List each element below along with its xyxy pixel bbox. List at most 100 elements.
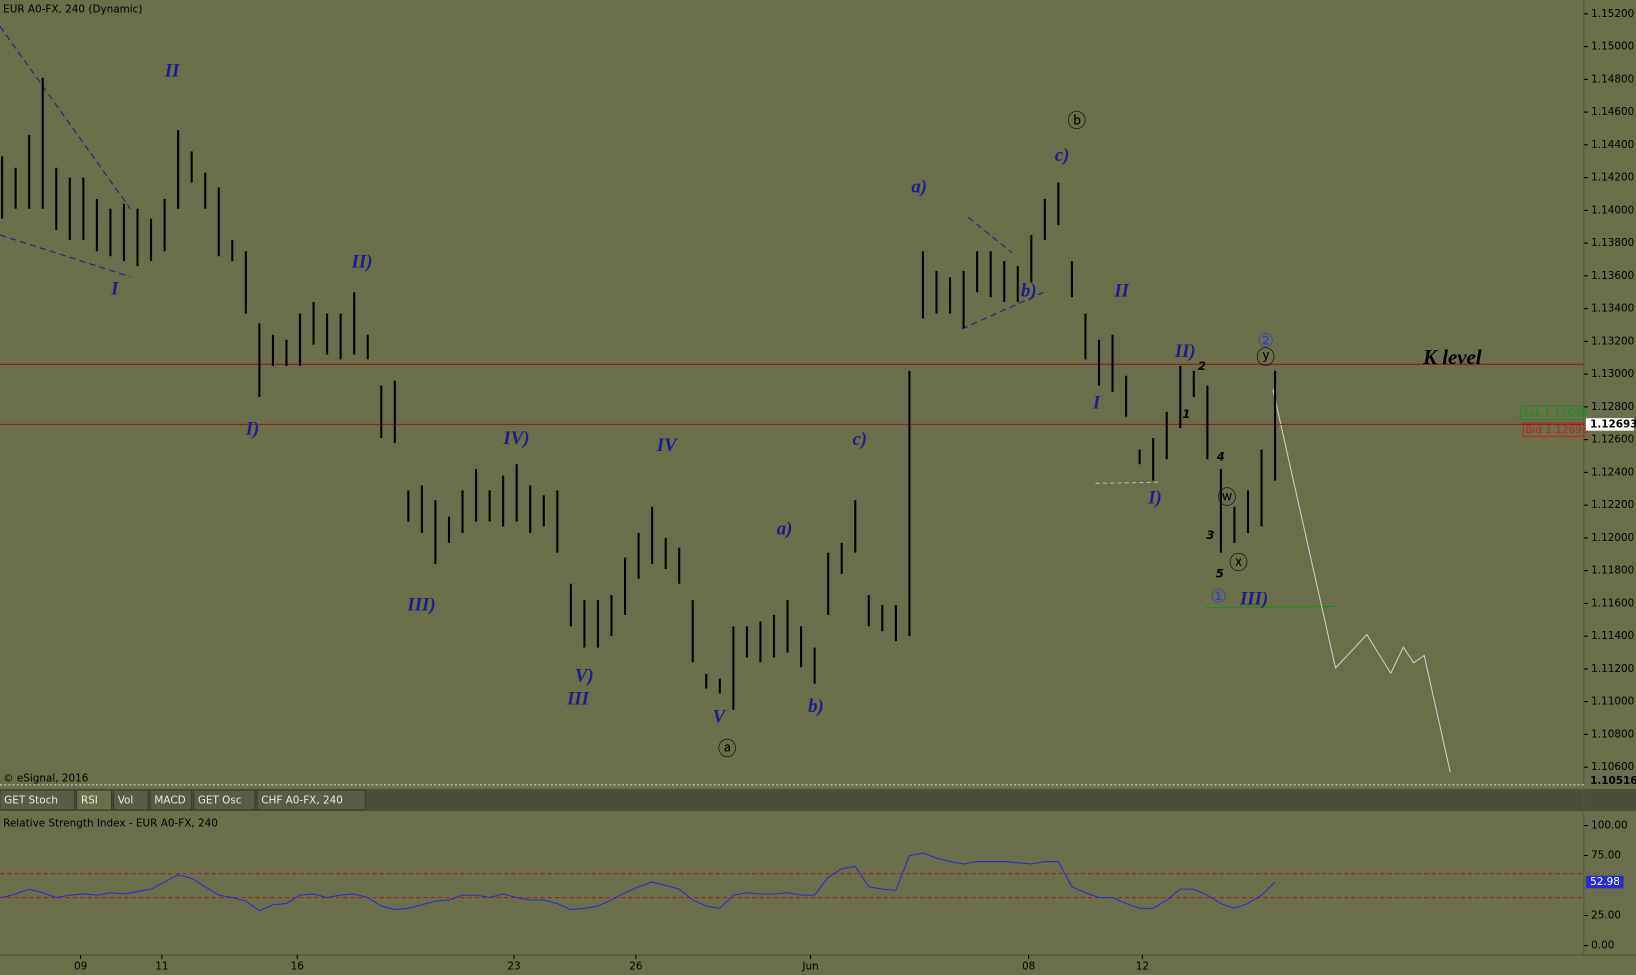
ask-box (1519, 405, 1585, 421)
wave-label: 2 (1198, 359, 1206, 373)
wave-label: a) (911, 176, 927, 197)
chart-title: EUR A0-FX, 240 (Dynamic) (3, 4, 142, 16)
wave-label: ② (1257, 331, 1274, 352)
wave-label: K level (1422, 345, 1482, 369)
y-tick-label: 1.14800 (1591, 73, 1634, 85)
tab[interactable] (256, 789, 366, 811)
y-tick-label: 1.14400 (1591, 139, 1634, 151)
y-tick-label: 1.13600 (1591, 270, 1634, 282)
y-tick-label: 1.13400 (1591, 303, 1634, 315)
y-tick-label: 1.12000 (1591, 532, 1634, 544)
tab-label[interactable]: MACD (154, 795, 185, 807)
y-tick-label: 1.13200 (1591, 335, 1634, 347)
wave-label: III) (1239, 588, 1268, 609)
y-tick-label: 1.15000 (1591, 41, 1634, 53)
x-tick-label: 12 (1136, 960, 1149, 972)
last-value-label: 52.98 (1590, 876, 1620, 888)
wave-label: ⓧ (1229, 552, 1248, 574)
bid-label: Bid 1.12693 (1525, 424, 1588, 436)
y-tick-label: 100.00 (1591, 820, 1627, 832)
tab[interactable] (149, 789, 193, 811)
tab-label[interactable]: Vol (118, 795, 134, 807)
x-tick-label: Jun (801, 960, 818, 972)
wave-label: a) (777, 519, 793, 540)
y-tick-label: 1.12200 (1591, 499, 1634, 511)
y-tick-label: 1.15200 (1591, 8, 1634, 20)
price-tag-label: 1.10516 (1590, 775, 1636, 787)
tab[interactable] (112, 789, 149, 811)
y-tick-label: 1.14000 (1591, 204, 1634, 216)
wave-label: 4 (1216, 450, 1225, 464)
y-tick-label: 1.13000 (1591, 368, 1634, 380)
last-value-tag (1585, 875, 1624, 889)
wave-label: I (110, 279, 119, 300)
triangle-line (967, 216, 1013, 254)
tab[interactable] (76, 789, 112, 811)
rsi-title: Relative Strength Index - EUR A0-FX, 240 (3, 817, 218, 829)
wave-label: IV (656, 435, 678, 456)
wave-label: V (713, 706, 727, 727)
wave-label: c) (1055, 145, 1070, 166)
wave-label: b) (808, 696, 824, 717)
wave-label: III) (406, 595, 435, 616)
y-tick-label: 1.12400 (1591, 466, 1634, 478)
wave-label: II) (1174, 341, 1196, 362)
support-line (1095, 481, 1159, 484)
price-tag (1585, 418, 1634, 431)
x-tick-label: 26 (629, 960, 642, 972)
tab[interactable] (193, 789, 256, 811)
y-tick-label: 75.00 (1591, 850, 1621, 862)
tab-label[interactable]: CHF A0-FX, 240 (261, 795, 343, 807)
wave-label: ⓦ (1218, 486, 1237, 508)
tab-bar (0, 789, 1636, 811)
wave-label: 5 (1216, 567, 1224, 581)
wave-lines (0, 26, 1044, 330)
target-line (1205, 605, 1336, 609)
wave-label: V) (575, 666, 594, 687)
x-tick-label: 08 (1022, 960, 1035, 972)
triangle-line (961, 291, 1044, 330)
y-tick-label: 1.11200 (1591, 663, 1634, 675)
y-tick-label: 1.11000 (1591, 696, 1634, 708)
y-tick-label: 0.00 (1591, 940, 1614, 952)
y-tick-label: 1.11800 (1591, 565, 1634, 577)
y-tick-label: 1.13800 (1591, 237, 1634, 249)
wave-label: II) (351, 251, 373, 272)
wave-label: I (1092, 392, 1101, 413)
wave-label: 3 (1206, 528, 1214, 542)
y-tick-label: 1.11400 (1591, 630, 1634, 642)
x-tick-label: 11 (155, 960, 168, 972)
wave-label: II (1113, 281, 1129, 302)
rsi-line (1, 852, 1276, 912)
wave-label: ⓐ (718, 738, 737, 760)
x-tick-label: 16 (291, 960, 304, 972)
wave-label: 1 (1182, 407, 1190, 421)
wave-label: ⓑ (1067, 110, 1086, 132)
tab[interactable] (0, 789, 76, 811)
tab-label[interactable]: GET Stoch (4, 795, 58, 807)
bid-box (1522, 422, 1585, 437)
wedge-line (0, 26, 131, 210)
tab-label[interactable]: RSI (81, 795, 98, 807)
y-tick-label: 1.12600 (1591, 434, 1634, 446)
wave-label: IV) (502, 428, 529, 449)
y-tick-label: 1.10800 (1591, 728, 1634, 740)
price-tag (1585, 774, 1634, 788)
copyright: © eSignal, 2016 (3, 773, 88, 785)
y-tick-label: 1.14200 (1591, 172, 1634, 184)
y-tick-label: 1.11600 (1591, 597, 1634, 609)
x-tick-label: 09 (74, 960, 87, 972)
tab-label[interactable]: GET Osc (198, 795, 242, 807)
wave-label: c) (852, 429, 867, 450)
wave-label: b) (1021, 281, 1037, 302)
price-tag-label: 1.12693 (1590, 418, 1636, 430)
projection (1272, 389, 1451, 773)
y-tick-label: 25.00 (1591, 910, 1621, 922)
x-tick-label: 23 (507, 960, 520, 972)
wedge-line (0, 234, 131, 278)
wave-label: ① (1210, 587, 1227, 608)
y-tick-label: 1.12800 (1591, 401, 1634, 413)
wave-label: I) (1147, 487, 1162, 508)
